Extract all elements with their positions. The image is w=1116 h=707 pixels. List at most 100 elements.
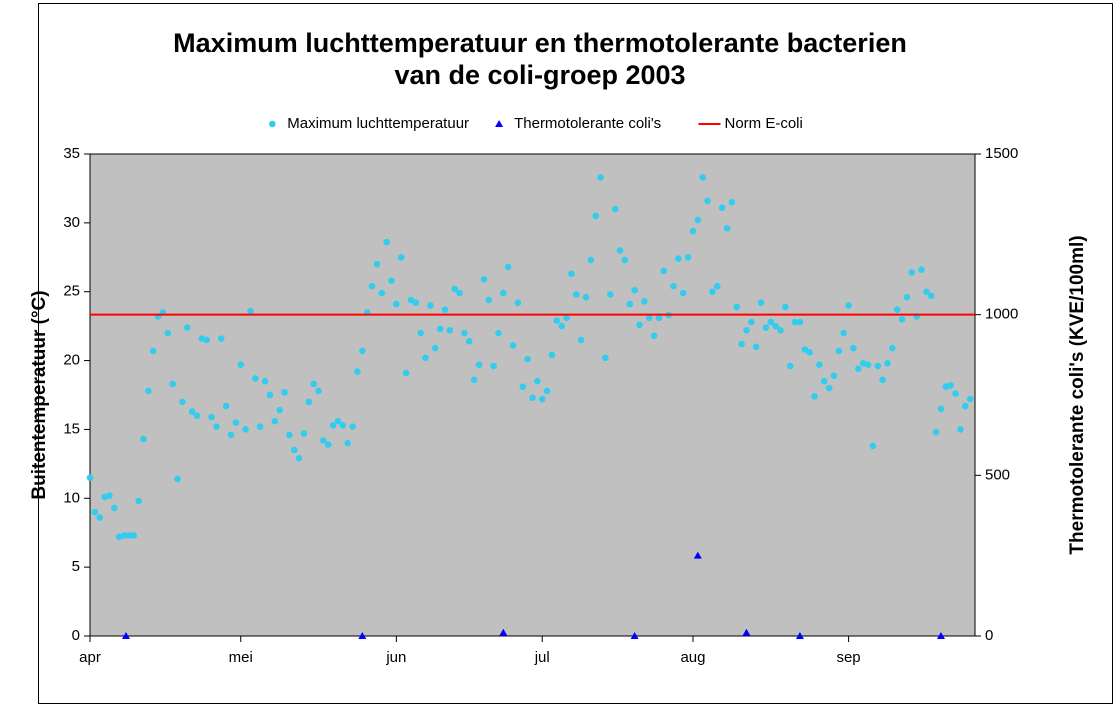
point: [796, 318, 804, 326]
y2-axis-label: Thermotolerante coli's (KVE/100ml): [1067, 235, 1088, 554]
point: [261, 377, 269, 385]
point: [777, 326, 784, 334]
y-tick-label: 0: [72, 627, 80, 644]
point: [607, 291, 614, 298]
point: [247, 307, 254, 315]
point: [149, 347, 157, 355]
point: [641, 298, 648, 305]
point: [961, 402, 969, 410]
point: [791, 318, 799, 326]
point: [733, 303, 741, 311]
point: [417, 329, 424, 337]
point: [806, 349, 813, 356]
point: [611, 205, 619, 213]
x-tick-label: mei: [229, 649, 253, 666]
point: [300, 430, 308, 437]
point: [329, 421, 337, 429]
point: [597, 174, 604, 181]
point: [835, 347, 843, 355]
x-tick-label: jun: [385, 649, 406, 666]
y-tick-label: 30: [63, 214, 80, 231]
point: [368, 282, 376, 290]
point: [893, 306, 901, 313]
point: [694, 216, 702, 224]
point: [106, 492, 113, 499]
point: [616, 247, 624, 254]
point: [548, 351, 556, 359]
point: [957, 426, 964, 433]
point: [772, 322, 779, 330]
point: [689, 227, 697, 235]
point: [709, 288, 716, 296]
point: [908, 269, 916, 276]
point: [286, 431, 293, 439]
point: [179, 398, 186, 406]
point: [188, 408, 196, 415]
point: [495, 329, 502, 337]
point: [271, 417, 279, 425]
legend-swatch: [269, 120, 276, 128]
point: [670, 282, 677, 290]
y-axis-label: Buitentemperatuur (°C): [29, 290, 50, 499]
point: [490, 362, 497, 370]
point: [820, 377, 828, 385]
point: [602, 354, 609, 362]
point: [266, 391, 274, 399]
y-tick-label: 35: [63, 145, 80, 162]
point: [256, 423, 264, 430]
point: [782, 303, 789, 311]
point: [534, 377, 541, 385]
point: [767, 318, 775, 326]
y-tick-label: 5: [72, 558, 80, 575]
x-tick-label: apr: [79, 649, 101, 666]
point: [592, 212, 600, 220]
point: [281, 388, 288, 396]
point: [344, 439, 352, 447]
point: [436, 325, 444, 333]
chart-title: van de coli-groep 2003: [394, 60, 685, 90]
legend-label: Norm E-coli: [725, 115, 803, 132]
point: [742, 628, 751, 636]
point: [213, 423, 220, 430]
point: [675, 255, 682, 262]
y2-tick-label: 1500: [985, 145, 1018, 162]
point: [130, 532, 138, 539]
point: [889, 344, 896, 352]
point: [587, 256, 595, 264]
point: [650, 332, 658, 340]
point: [923, 288, 930, 296]
y2-tick-label: 1000: [985, 306, 1018, 323]
point: [242, 426, 249, 433]
point: [903, 293, 911, 301]
y-tick-label: 15: [63, 420, 80, 437]
point: [422, 354, 429, 362]
point: [932, 428, 940, 436]
legend-label: Maximum luchttemperatuur: [287, 115, 469, 132]
point: [441, 306, 449, 313]
point: [252, 375, 259, 382]
point: [801, 346, 809, 353]
point: [334, 417, 342, 425]
point: [679, 289, 687, 297]
point: [427, 302, 434, 309]
point: [869, 442, 877, 450]
point: [927, 292, 935, 300]
point: [232, 419, 240, 426]
point: [305, 398, 313, 406]
point: [918, 266, 925, 273]
point: [786, 362, 794, 370]
point: [359, 347, 366, 355]
point: [864, 361, 872, 369]
point: [111, 504, 118, 512]
point: [825, 384, 833, 392]
point: [966, 395, 974, 403]
point: [431, 344, 439, 352]
point: [475, 361, 483, 369]
point: [465, 337, 473, 345]
point: [164, 329, 172, 337]
legend-label: Thermotolerante coli's: [514, 115, 661, 132]
point: [728, 198, 736, 206]
point: [655, 314, 663, 322]
point: [203, 336, 211, 344]
